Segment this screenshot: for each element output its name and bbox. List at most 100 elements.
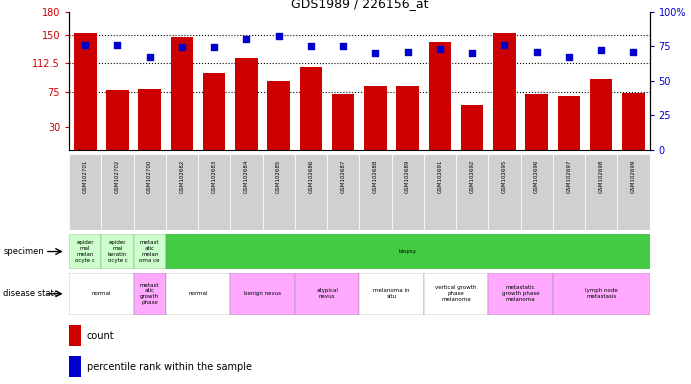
- Bar: [300, 67, 322, 150]
- Text: GSM102695: GSM102695: [502, 160, 507, 193]
- Text: GSM102697: GSM102697: [567, 160, 571, 193]
- Point: [273, 33, 284, 40]
- Bar: [166, 154, 198, 230]
- Bar: [424, 273, 489, 315]
- Text: biopsy: biopsy: [399, 249, 417, 254]
- Point: [338, 43, 349, 49]
- Text: GSM102702: GSM102702: [115, 160, 120, 193]
- Point: [79, 41, 91, 48]
- Text: GSM102700: GSM102700: [147, 160, 152, 193]
- Text: disease state: disease state: [3, 289, 59, 298]
- Point: [563, 54, 574, 60]
- Bar: [489, 154, 520, 230]
- Bar: [69, 325, 81, 346]
- Text: melanoma in
situ: melanoma in situ: [373, 288, 410, 299]
- Text: benign nevus: benign nevus: [244, 291, 281, 296]
- Text: GSM102688: GSM102688: [373, 160, 378, 193]
- Bar: [133, 273, 166, 315]
- Bar: [133, 234, 166, 269]
- Text: GSM102683: GSM102683: [211, 160, 217, 193]
- Text: metast
atic
growth
phase: metast atic growth phase: [140, 283, 160, 305]
- Bar: [267, 81, 290, 150]
- Bar: [456, 154, 489, 230]
- Bar: [133, 154, 166, 230]
- Bar: [106, 90, 129, 150]
- Bar: [74, 33, 97, 150]
- Bar: [230, 154, 263, 230]
- Bar: [295, 273, 359, 315]
- Text: epider
mal
melan
ocyte c: epider mal melan ocyte c: [75, 240, 95, 263]
- Point: [499, 41, 510, 48]
- Text: lymph node
metastasis: lymph node metastasis: [585, 288, 618, 299]
- Bar: [166, 234, 650, 269]
- Point: [435, 46, 446, 52]
- Text: atypical
nevus: atypical nevus: [316, 288, 338, 299]
- Bar: [171, 37, 193, 150]
- Bar: [392, 154, 424, 230]
- Text: GSM102682: GSM102682: [180, 160, 184, 193]
- Text: metast
atic
melan
oma ce: metast atic melan oma ce: [140, 240, 160, 263]
- Bar: [332, 94, 354, 150]
- Bar: [102, 234, 133, 269]
- Point: [466, 50, 477, 56]
- Bar: [69, 234, 102, 269]
- Bar: [424, 154, 456, 230]
- Text: metastatic
growth phase
melanoma: metastatic growth phase melanoma: [502, 285, 540, 302]
- Bar: [590, 79, 612, 150]
- Text: count: count: [86, 331, 114, 341]
- Bar: [525, 94, 548, 150]
- Bar: [397, 86, 419, 150]
- Bar: [138, 89, 161, 150]
- Point: [370, 50, 381, 56]
- Bar: [359, 154, 392, 230]
- Bar: [166, 273, 230, 315]
- Text: GSM102701: GSM102701: [83, 160, 88, 193]
- Point: [402, 48, 413, 55]
- Text: GSM102692: GSM102692: [470, 160, 475, 193]
- Text: GSM102698: GSM102698: [598, 160, 604, 193]
- Bar: [553, 154, 585, 230]
- Bar: [295, 154, 327, 230]
- Point: [112, 41, 123, 48]
- Text: percentile rank within the sample: percentile rank within the sample: [86, 362, 252, 372]
- Point: [531, 48, 542, 55]
- Bar: [230, 273, 295, 315]
- Text: normal: normal: [189, 291, 208, 296]
- Bar: [327, 154, 359, 230]
- Bar: [617, 154, 650, 230]
- Bar: [203, 73, 225, 150]
- Bar: [553, 273, 650, 315]
- Text: GSM102699: GSM102699: [631, 160, 636, 193]
- Point: [241, 36, 252, 42]
- Text: GSM102696: GSM102696: [534, 160, 539, 193]
- Text: vertical growth
phase
melanoma: vertical growth phase melanoma: [435, 285, 477, 302]
- Text: GSM102687: GSM102687: [341, 160, 346, 193]
- Point: [305, 43, 316, 49]
- Bar: [585, 154, 617, 230]
- Bar: [493, 33, 515, 150]
- Point: [144, 54, 155, 60]
- Bar: [520, 154, 553, 230]
- Point: [596, 47, 607, 53]
- Title: GDS1989 / 226156_at: GDS1989 / 226156_at: [291, 0, 428, 10]
- Bar: [558, 96, 580, 150]
- Text: GSM102686: GSM102686: [308, 160, 314, 193]
- Bar: [69, 154, 102, 230]
- Bar: [622, 93, 645, 150]
- Bar: [428, 42, 451, 150]
- Bar: [461, 105, 484, 150]
- Text: GSM102685: GSM102685: [276, 160, 281, 193]
- Bar: [359, 273, 424, 315]
- Point: [176, 45, 187, 51]
- Text: GSM102689: GSM102689: [405, 160, 410, 193]
- Bar: [489, 273, 553, 315]
- Bar: [69, 273, 133, 315]
- Text: epider
mal
keratin
ocyte c: epider mal keratin ocyte c: [108, 240, 127, 263]
- Point: [628, 48, 639, 55]
- Bar: [102, 154, 133, 230]
- Text: specimen: specimen: [3, 247, 44, 256]
- Text: GSM102684: GSM102684: [244, 160, 249, 193]
- Text: GSM102691: GSM102691: [437, 160, 442, 193]
- Bar: [198, 154, 230, 230]
- Text: normal: normal: [92, 291, 111, 296]
